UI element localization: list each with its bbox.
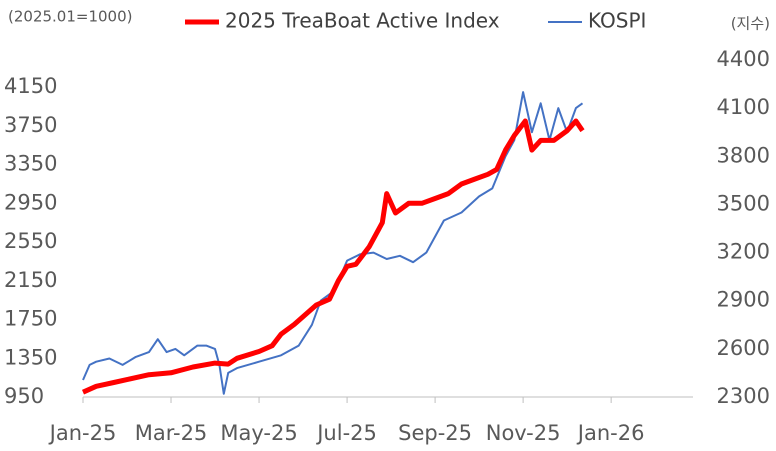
y2-tick-label: 2900 (717, 288, 770, 312)
x-tick-label: Sep-25 (398, 421, 472, 445)
x-tick-label: Nov-25 (486, 421, 561, 445)
series-line (82, 91, 584, 395)
y-tick-label: 1350 (4, 345, 57, 369)
x-tick-label: Jan-26 (576, 421, 645, 445)
y2-tick-label: 2600 (717, 336, 770, 360)
x-tick-label: Jul-25 (315, 421, 377, 445)
y-tick-label: 950 (4, 384, 44, 408)
y2-tick-label: 4400 (717, 47, 770, 71)
y-tick-label: 3750 (4, 113, 57, 137)
x-tick-label: Mar-25 (135, 421, 208, 445)
y-tick-label: 3350 (4, 152, 57, 176)
y-axis-label: (2025.01=1000) (8, 8, 132, 26)
series-line (81, 118, 585, 395)
legend-label: KOSPI (588, 9, 646, 33)
y-tick-label: 2550 (4, 229, 57, 253)
x-tick-label: May-25 (220, 421, 297, 445)
x-tick-label: Jan-25 (48, 421, 117, 445)
y2-tick-label: 3500 (717, 191, 770, 215)
y-tick-label: 1750 (4, 307, 57, 331)
y2-axis-label: (지수) (731, 15, 770, 33)
y2-tick-label: 3800 (717, 143, 770, 167)
y2-tick-label: 3200 (717, 240, 770, 264)
y-tick-label: 2950 (4, 190, 57, 214)
y2-tick-label: 4100 (717, 95, 770, 119)
legend-label: 2025 TreaBoat Active Index (225, 9, 500, 33)
y-tick-label: 4150 (4, 74, 57, 98)
y2-tick-label: 2300 (717, 384, 770, 408)
y-tick-label: 2150 (4, 268, 57, 292)
